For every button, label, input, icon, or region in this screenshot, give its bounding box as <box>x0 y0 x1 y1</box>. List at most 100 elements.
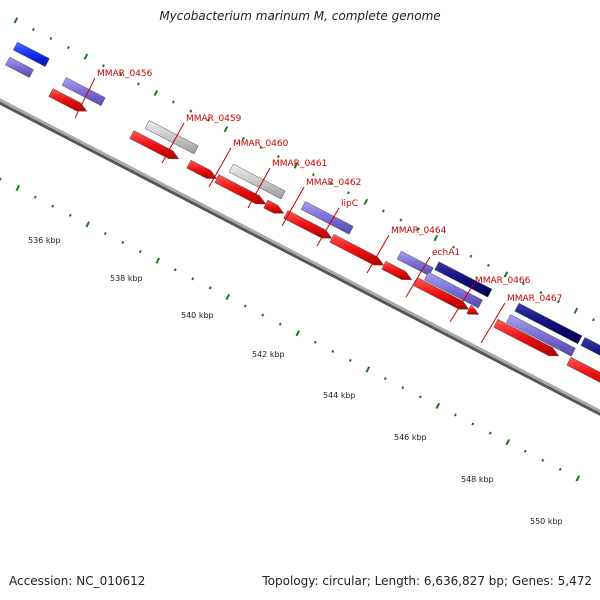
minor-tick <box>471 422 475 426</box>
minor-tick <box>311 173 315 177</box>
minor-tick <box>558 467 562 471</box>
minor-tick <box>541 458 545 462</box>
major-tick <box>83 53 89 60</box>
gene-arrow <box>5 56 34 78</box>
gene-label[interactable]: MMAR_0456 <box>97 69 153 79</box>
gene-arrow <box>514 302 583 345</box>
major-tick <box>505 439 511 446</box>
minor-tick <box>591 318 595 322</box>
accession-text: Accession: NC_010612 <box>9 574 146 588</box>
gene-name-labels: MMAR_0456 MMAR_0459 MMAR_0460 MMAR_0461 … <box>97 69 562 304</box>
kbp-label: 540 kbp <box>181 311 214 320</box>
minor-tick <box>469 254 473 258</box>
minor-tick <box>206 118 210 122</box>
major-tick <box>575 475 581 482</box>
gene-label[interactable]: MMAR_0460 <box>233 139 289 149</box>
minor-tick <box>521 281 525 286</box>
minor-tick <box>101 64 105 68</box>
minor-tick <box>313 340 317 344</box>
minor-tick <box>66 46 70 50</box>
kbp-label: 548 kbp <box>461 475 494 484</box>
leader-line <box>449 284 474 323</box>
minor-tick <box>243 304 247 308</box>
genome-summary-text: Topology: circular; Length: 6,636,827 bp… <box>262 574 592 588</box>
minor-tick <box>488 431 492 435</box>
inner-tick-track <box>0 177 581 482</box>
minor-tick <box>49 36 53 41</box>
major-tick <box>15 184 21 192</box>
major-tick <box>363 198 369 205</box>
gene-arrow <box>263 199 285 214</box>
minor-tick <box>241 136 245 140</box>
gene-arrow <box>214 174 267 205</box>
gene-arrow <box>129 130 180 160</box>
minor-tick <box>121 240 125 245</box>
label-leader-lines <box>74 77 506 344</box>
major-tick <box>293 162 299 169</box>
minor-tick <box>261 313 265 317</box>
minor-tick <box>171 100 175 104</box>
position-labels: 536 kbp 538 kbp 540 kbp 542 kbp 544 kbp … <box>28 236 563 526</box>
minor-tick <box>453 413 457 417</box>
major-tick <box>225 293 231 301</box>
leader-line <box>281 186 305 227</box>
minor-tick <box>189 109 193 113</box>
minor-tick <box>399 218 403 222</box>
minor-tick <box>68 213 72 217</box>
minor-tick <box>276 154 280 159</box>
gene-features <box>5 41 600 383</box>
leader-line <box>366 234 390 274</box>
gene-label[interactable]: MMAR_0462 <box>306 178 361 188</box>
gene-label[interactable]: MMAR_0459 <box>186 114 242 124</box>
major-tick <box>433 235 439 242</box>
minor-tick <box>381 209 385 213</box>
minor-tick <box>33 195 37 199</box>
minor-tick <box>173 268 177 272</box>
kbp-label: 538 kbp <box>110 274 143 283</box>
gene-label[interactable]: lipC <box>341 199 358 209</box>
gene-arrow <box>424 271 483 309</box>
minor-tick <box>191 277 195 281</box>
gene-label[interactable]: MMAR_0461 <box>272 159 327 169</box>
minor-tick <box>556 300 560 304</box>
genome-backbone <box>0 98 600 416</box>
minor-tick <box>539 291 543 295</box>
minor-tick <box>278 322 282 326</box>
major-tick <box>13 17 19 24</box>
gene-arrow <box>434 261 493 298</box>
gene-label[interactable]: echA1 <box>432 248 460 258</box>
gene-arrow <box>48 88 88 112</box>
minor-tick <box>486 263 490 267</box>
major-tick <box>503 271 509 278</box>
outer-tick-track <box>13 17 595 322</box>
gene-arrow <box>144 120 199 155</box>
gene-arrow <box>566 356 600 383</box>
gene-label[interactable]: MMAR_0467 <box>507 294 562 304</box>
major-tick <box>295 330 301 337</box>
gene-arrow <box>300 201 354 235</box>
major-tick <box>223 126 229 133</box>
gene-label[interactable]: MMAR_0466 <box>475 276 531 286</box>
minor-tick <box>346 191 350 195</box>
gene-label[interactable]: MMAR_0464 <box>391 226 447 236</box>
major-tick <box>365 366 371 373</box>
gene-arrow <box>228 163 286 200</box>
minor-tick <box>523 449 527 453</box>
major-tick <box>573 307 579 314</box>
gene-arrow <box>329 233 385 266</box>
kbp-label: 546 kbp <box>394 433 427 442</box>
leader-line <box>480 302 506 344</box>
minor-tick <box>136 82 140 86</box>
gene-arrow <box>493 318 560 357</box>
gene-arrow <box>283 210 333 239</box>
minor-tick <box>31 27 35 32</box>
leader-line <box>247 167 271 209</box>
leader-line <box>161 122 185 164</box>
minor-tick <box>348 358 352 363</box>
gene-arrow <box>61 77 106 107</box>
kbp-label: 544 kbp <box>323 391 356 400</box>
gene-arrow <box>186 159 218 179</box>
gene-arrow <box>466 304 480 315</box>
